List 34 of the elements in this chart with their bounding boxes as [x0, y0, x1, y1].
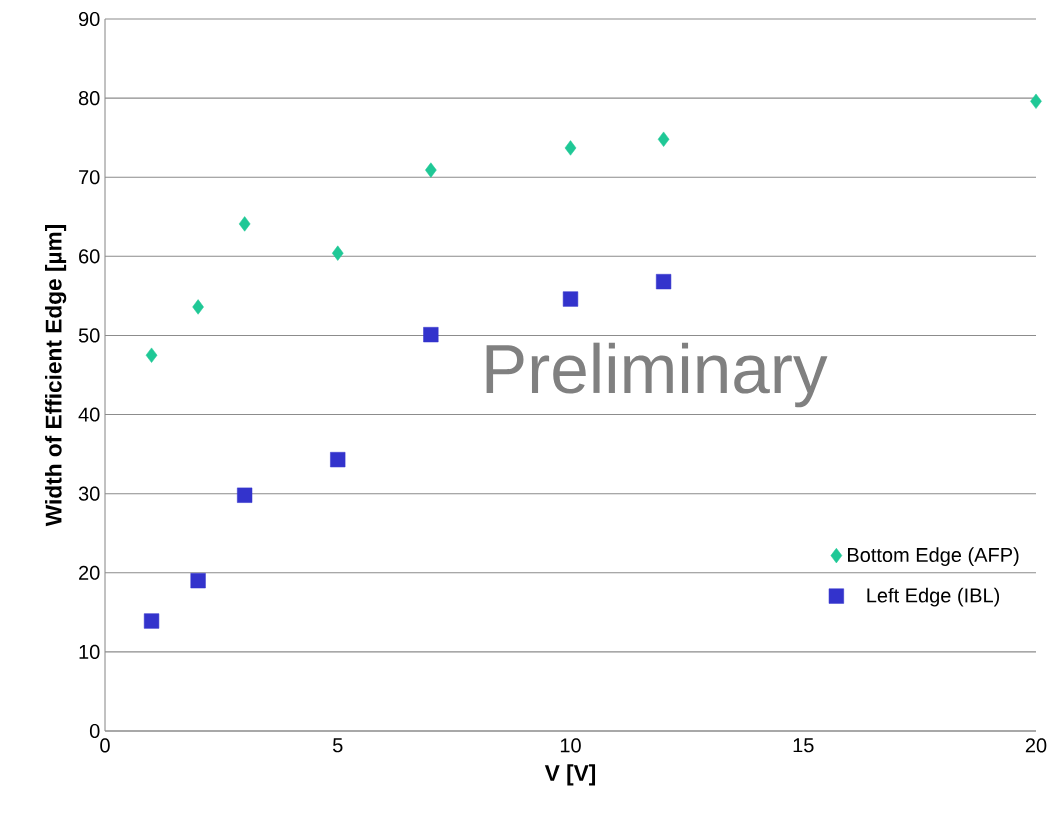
point: [238, 216, 251, 232]
legend-label: Left Edge (IBL): [867, 587, 1000, 607]
point: [331, 245, 344, 261]
y-tick-label: 80: [78, 91, 100, 106]
x-tick-label: 10: [560, 738, 581, 753]
x-tick-label: 20: [1025, 738, 1047, 753]
y-tick-label: 50: [78, 328, 100, 343]
y-tick-label: 90: [78, 11, 100, 27]
y-tick-label: 0: [89, 723, 100, 739]
point: [192, 299, 204, 315]
y-tick-label: 30: [78, 486, 100, 501]
point: [656, 274, 672, 290]
point: [143, 613, 160, 629]
y-tick-label: 40: [78, 407, 100, 422]
y-tick-label: 20: [79, 565, 100, 580]
point: [425, 162, 437, 178]
x-axis-title: V [V]: [544, 764, 596, 786]
point: [423, 327, 439, 343]
x-tick-label: 0: [100, 738, 110, 753]
point: [237, 487, 253, 503]
y-tick-label: 70: [79, 170, 100, 185]
point: [564, 140, 577, 156]
legend-label: Bottom Edge (AFP): [848, 547, 1019, 566]
y-tick-label: 10: [79, 644, 100, 659]
y-tick-label: 60: [79, 249, 100, 264]
point: [562, 291, 579, 307]
y-axis-title: Width of Efficient Edge [µm]: [45, 225, 67, 527]
point: [145, 347, 158, 363]
annotation: Preliminary: [486, 342, 828, 408]
x-tick-label: 5: [332, 738, 343, 753]
x-tick-label: 15: [793, 738, 814, 753]
point: [330, 452, 346, 468]
point: [190, 573, 206, 589]
point: [657, 131, 670, 147]
